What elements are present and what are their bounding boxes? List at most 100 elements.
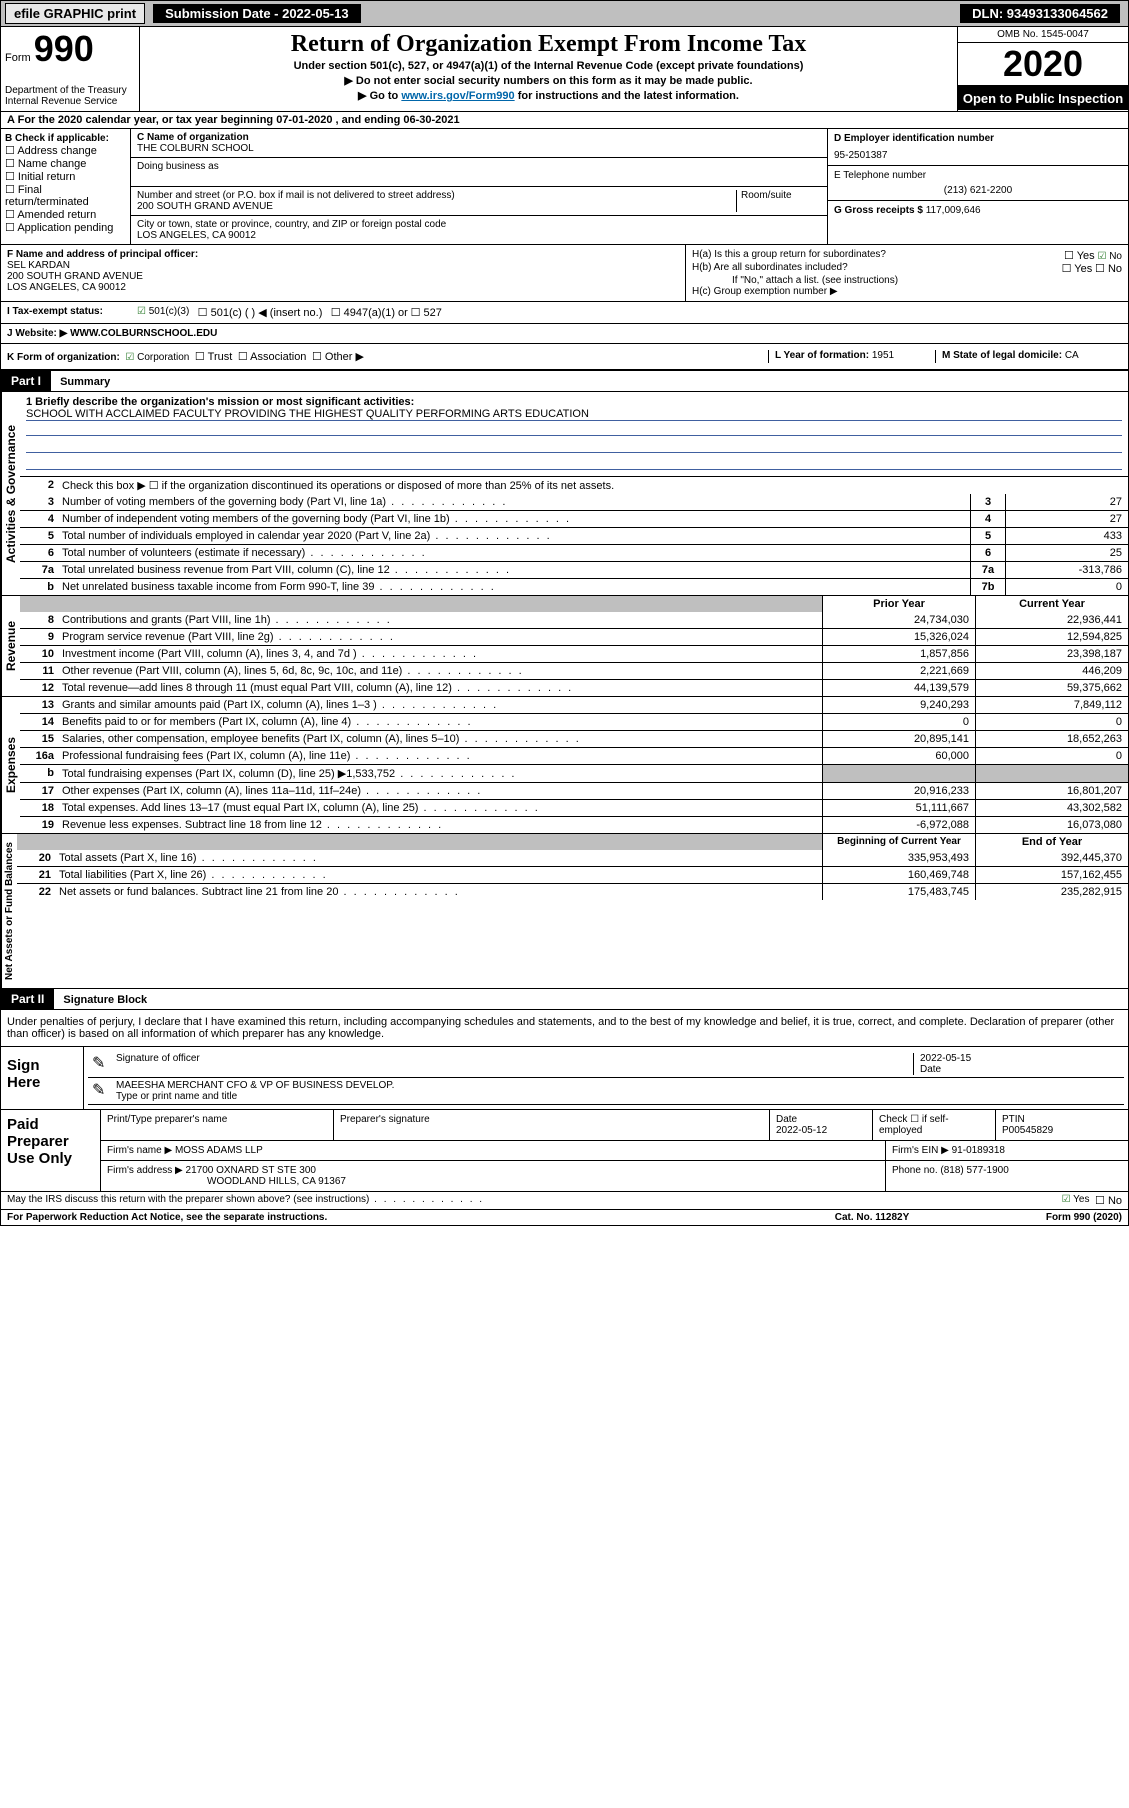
firm-name-label: Firm's name ▶ bbox=[107, 1145, 172, 1156]
ha-no[interactable]: No bbox=[1097, 251, 1122, 262]
sig-date: 2022-05-15 bbox=[920, 1053, 971, 1064]
chk-527[interactable]: 527 bbox=[411, 306, 442, 319]
dba-label: Doing business as bbox=[137, 161, 821, 172]
officer-typed-name: MAEESHA MERCHANT CFO & VP OF BUSINESS DE… bbox=[116, 1080, 394, 1091]
addr-label: Number and street (or P.O. box if mail i… bbox=[137, 190, 736, 201]
form-footer: Form 990 (2020) bbox=[972, 1212, 1122, 1223]
principal-officer: F Name and address of principal officer:… bbox=[1, 245, 686, 301]
self-employed[interactable]: Check ☐ if self-employed bbox=[873, 1110, 996, 1140]
chk-application-pending[interactable]: Application pending bbox=[5, 221, 126, 234]
l-label: L Year of formation: bbox=[775, 350, 869, 361]
line2-text: Check this box ▶ ☐ if the organization d… bbox=[58, 477, 1128, 494]
line-18: 18Total expenses. Add lines 13–17 (must … bbox=[20, 799, 1128, 816]
discuss-yes[interactable]: Yes bbox=[1062, 1194, 1090, 1207]
discuss-text: May the IRS discuss this return with the… bbox=[7, 1194, 1062, 1207]
ein-label: D Employer identification number bbox=[834, 133, 1122, 144]
firm-phone-label: Phone no. bbox=[892, 1165, 938, 1176]
open-public: Open to Public Inspection bbox=[958, 87, 1128, 110]
chk-name-change[interactable]: Name change bbox=[5, 157, 126, 170]
discuss-no[interactable]: No bbox=[1095, 1194, 1122, 1207]
hb-yes[interactable]: Yes bbox=[1062, 263, 1093, 275]
note2-suffix: for instructions and the latest informat… bbox=[518, 90, 739, 102]
year-formation: 1951 bbox=[872, 350, 894, 361]
sig-officer-label: Signature of officer bbox=[116, 1053, 913, 1075]
tax-year-range: For the 2020 calendar year, or tax year … bbox=[18, 114, 460, 126]
mission-label: 1 Briefly describe the organization's mi… bbox=[26, 396, 414, 408]
note-link: Go to www.irs.gov/Form990 for instructio… bbox=[148, 89, 949, 102]
note2-prefix: Go to bbox=[370, 90, 402, 102]
na-header-row: Beginning of Current Year End of Year bbox=[17, 834, 1128, 850]
f-label: F Name and address of principal officer: bbox=[7, 249, 198, 260]
line-14: 14Benefits paid to or for members (Part … bbox=[20, 713, 1128, 730]
chk-501c3[interactable]: 501(c)(3) bbox=[137, 306, 189, 319]
row-j: J Website: ▶ WWW.COLBURNSCHOOL.EDU bbox=[1, 324, 1128, 344]
chk-initial-return[interactable]: Initial return bbox=[5, 170, 126, 183]
sign-here-label: Sign Here bbox=[1, 1047, 84, 1109]
top-bar: efile GRAPHIC print Submission Date - 20… bbox=[0, 0, 1129, 27]
main-title: Return of Organization Exempt From Incom… bbox=[148, 31, 949, 58]
chk-4947[interactable]: 4947(a)(1) or bbox=[331, 306, 408, 319]
city-value: LOS ANGELES, CA 90012 bbox=[137, 230, 821, 241]
form990-link[interactable]: www.irs.gov/Form990 bbox=[401, 90, 514, 102]
chk-amended[interactable]: Amended return bbox=[5, 208, 126, 221]
addr-street: 200 SOUTH GRAND AVENUE bbox=[137, 201, 736, 212]
line-5: 5Total number of individuals employed in… bbox=[20, 527, 1128, 544]
line-19: 19Revenue less expenses. Subtract line 1… bbox=[20, 816, 1128, 833]
line-b: bTotal fundraising expenses (Part IX, co… bbox=[20, 764, 1128, 782]
chk-final-return[interactable]: Final return/terminated bbox=[5, 183, 126, 208]
part2-header-row: Part II Signature Block bbox=[1, 989, 1128, 1010]
prior-year-hdr: Prior Year bbox=[822, 596, 975, 612]
rev-block: Revenue Prior Year Current Year 8Contrib… bbox=[1, 596, 1128, 697]
officer-addr1: 200 SOUTH GRAND AVENUE bbox=[7, 271, 143, 282]
chk-corporation[interactable]: Corporation bbox=[125, 352, 189, 363]
line-8: 8Contributions and grants (Part VIII, li… bbox=[20, 612, 1128, 628]
line-6: 6Total number of volunteers (estimate if… bbox=[20, 544, 1128, 561]
gross-label: G Gross receipts $ bbox=[834, 205, 923, 216]
ag-label: Activities & Governance bbox=[1, 392, 20, 595]
state-domicile: CA bbox=[1065, 350, 1079, 361]
firm-phone: (818) 577-1900 bbox=[940, 1165, 1008, 1176]
gross-value: 117,009,646 bbox=[926, 205, 981, 216]
i-label: I Tax-exempt status: bbox=[7, 306, 137, 319]
row-f-h: F Name and address of principal officer:… bbox=[1, 245, 1128, 302]
col-c: C Name of organization THE COLBURN SCHOO… bbox=[131, 129, 828, 244]
efile-button[interactable]: efile GRAPHIC print bbox=[5, 3, 145, 24]
chk-address-change[interactable]: Address change bbox=[5, 144, 126, 157]
org-name-label: C Name of organization bbox=[137, 132, 821, 143]
chk-other[interactable]: Other ▶ bbox=[312, 351, 364, 363]
officer-addr2: LOS ANGELES, CA 90012 bbox=[7, 282, 126, 293]
row-k: K Form of organization: Corporation Trus… bbox=[1, 344, 1128, 371]
ha-yes[interactable]: Yes bbox=[1064, 250, 1095, 262]
j-label: J Website: ▶ bbox=[7, 328, 67, 339]
rev-header-row: Prior Year Current Year bbox=[20, 596, 1128, 612]
part2-hdr: Part II bbox=[1, 989, 54, 1009]
footer-row: For Paperwork Reduction Act Notice, see … bbox=[1, 1210, 1128, 1225]
chk-trust[interactable]: Trust bbox=[195, 351, 232, 363]
hb-no[interactable]: No bbox=[1095, 263, 1122, 275]
submission-date: Submission Date - 2022-05-13 bbox=[153, 4, 361, 23]
chk-association[interactable]: Association bbox=[238, 351, 307, 363]
line-16a: 16aProfessional fundraising fees (Part I… bbox=[20, 747, 1128, 764]
ptin-value: P00545829 bbox=[1002, 1125, 1053, 1136]
line-b: bNet unrelated business taxable income f… bbox=[20, 578, 1128, 595]
form-container: Form 990 Department of the Treasury Inte… bbox=[0, 27, 1129, 1226]
paperwork-notice: For Paperwork Reduction Act Notice, see … bbox=[7, 1212, 772, 1223]
row-i: I Tax-exempt status: 501(c)(3) 501(c) ( … bbox=[1, 302, 1128, 324]
city-label: City or town, state or province, country… bbox=[137, 219, 821, 230]
phone-value: (213) 621-2200 bbox=[834, 185, 1122, 196]
mission-text: SCHOOL WITH ACCLAIMED FACULTY PROVIDING … bbox=[26, 408, 1122, 421]
hb-note: If "No," attach a list. (see instruction… bbox=[692, 275, 1122, 286]
line-4: 4Number of independent voting members of… bbox=[20, 510, 1128, 527]
line-17: 17Other expenses (Part IX, column (A), l… bbox=[20, 782, 1128, 799]
part1-header-row: Part I Summary bbox=[1, 371, 1128, 392]
line-9: 9Program service revenue (Part VIII, lin… bbox=[20, 628, 1128, 645]
end-year-hdr: End of Year bbox=[975, 834, 1128, 850]
line-13: 13Grants and similar amounts paid (Part … bbox=[20, 697, 1128, 713]
omb-number: OMB No. 1545-0047 bbox=[958, 27, 1128, 43]
line-2: 2 Check this box ▶ ☐ if the organization… bbox=[20, 476, 1128, 494]
org-name: THE COLBURN SCHOOL bbox=[137, 143, 821, 154]
line-21: 21Total liabilities (Part X, line 26)160… bbox=[17, 866, 1128, 883]
chk-501c[interactable]: 501(c) ( ) ◀ (insert no.) bbox=[198, 306, 323, 319]
line-22: 22Net assets or fund balances. Subtract … bbox=[17, 883, 1128, 900]
part2-title: Signature Block bbox=[57, 992, 153, 1008]
